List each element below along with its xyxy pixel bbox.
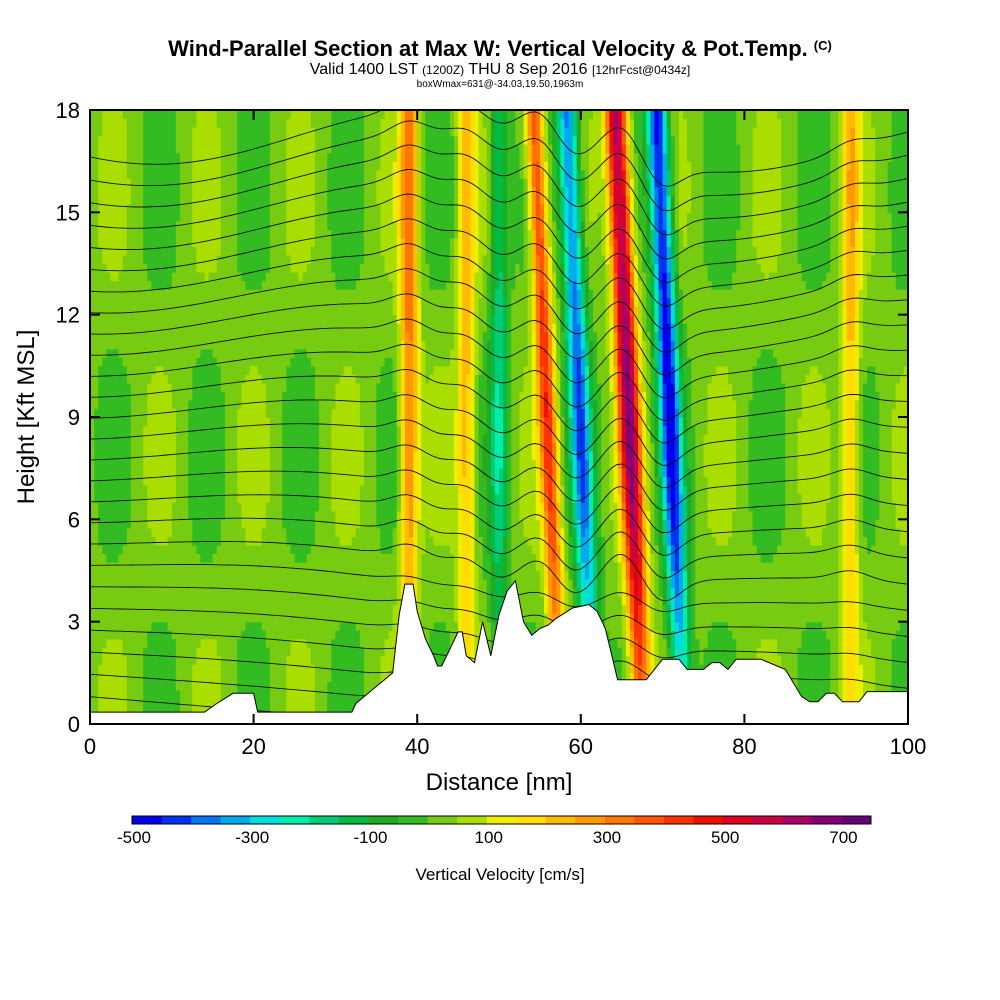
colorbar-swatch	[368, 816, 399, 824]
x-tick-label: 0	[84, 734, 96, 759]
colorbar-tick-label: 700	[829, 828, 857, 847]
colorbar-swatch	[132, 816, 163, 824]
x-tick-label: 20	[241, 734, 265, 759]
colorbar-tick-label: -500	[117, 828, 151, 847]
colorbar-swatch	[161, 816, 192, 824]
colorbar-tick-label: 500	[711, 828, 739, 847]
colorbar-swatch	[634, 816, 665, 824]
colorbar-tick-label: -100	[353, 828, 387, 847]
x-tick-label: 100	[890, 734, 927, 759]
colorbar-swatch	[693, 816, 724, 824]
colorbar-swatch	[841, 816, 872, 824]
colorbar-swatch	[338, 816, 369, 824]
colorbar-swatch	[398, 816, 429, 824]
colorbar-swatch	[250, 816, 281, 824]
colorbar-swatch	[309, 816, 340, 824]
x-tick-label: 40	[405, 734, 429, 759]
y-tick-label: 18	[56, 98, 80, 123]
copyright-label: (C)	[813, 38, 832, 53]
x-tick-label: 80	[732, 734, 756, 759]
colorbar-swatch	[752, 816, 783, 824]
colorbar-title: Vertical Velocity [cm/s]	[415, 865, 584, 884]
y-tick-label: 0	[68, 712, 80, 737]
colorbar-tick-label: 100	[475, 828, 503, 847]
y-tick-label: 15	[56, 200, 80, 225]
colorbar-swatch	[279, 816, 310, 824]
colorbar-swatch	[604, 816, 636, 824]
axes: 0 20 40 60 80 100 0 3 6 9 12 15 18 Distance [nm] Heigh…	[13, 98, 926, 796]
x-tick-label: 60	[569, 734, 593, 759]
colorbar-swatch	[545, 816, 576, 824]
y-tick-label: 12	[56, 303, 80, 328]
chart-title: Wind-Parallel Section at Max W: Vertical…	[168, 36, 832, 61]
colorbar-swatch	[427, 816, 458, 824]
colorbar-swatch	[457, 816, 488, 824]
colorbar-swatch	[723, 816, 754, 824]
colorbar-swatch	[575, 816, 606, 824]
colorbar-tick-label: 300	[593, 828, 621, 847]
terrain-surface	[89, 579, 909, 725]
colorbar-swatch	[782, 816, 813, 824]
colorbar-swatch	[191, 816, 222, 824]
y-tick-label: 9	[68, 405, 80, 430]
x-axis-label: Distance [nm]	[426, 769, 573, 796]
y-tick-label: 6	[68, 507, 80, 532]
y-axis-label: Height [Kft MSL]	[13, 330, 40, 505]
colorbar-swatch	[516, 816, 547, 824]
y-tick-label: 3	[68, 610, 80, 635]
box-info-line: boxWmax=631@-34.03,19.50,1963m	[416, 79, 584, 90]
colorbar-tick-label: -300	[235, 828, 269, 847]
terrain	[89, 579, 909, 725]
colorbar-swatch	[811, 816, 842, 824]
colorbar-swatch	[486, 816, 517, 824]
colorbar-frame	[131, 815, 872, 825]
valid-time-line: Valid 1400 LST (1200Z) THU 8 Sep 2016 [1…	[309, 61, 691, 78]
colorbar: -500 -300 -100 100 300 500 700 Vertical Velocit…	[117, 815, 872, 884]
colorbar-swatch	[220, 816, 251, 824]
colorbar-swatch	[664, 816, 695, 824]
